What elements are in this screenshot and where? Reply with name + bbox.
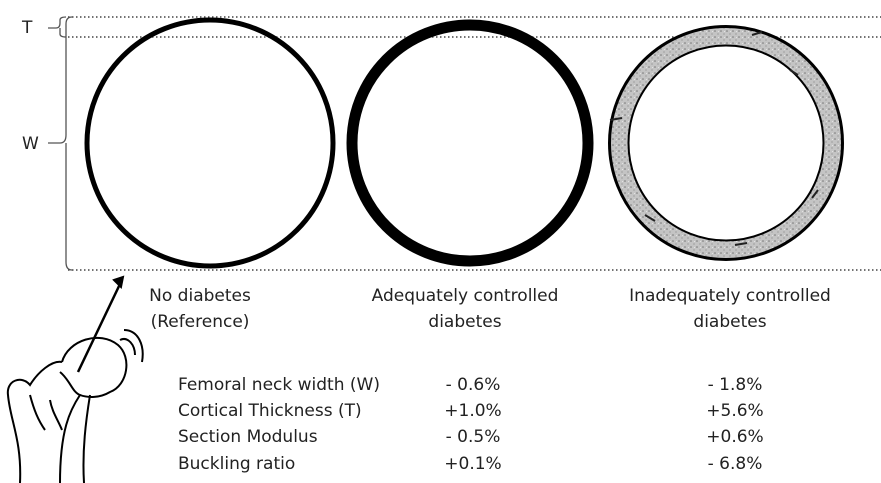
femur-sketch bbox=[6, 275, 144, 483]
table-cell: +0.6% bbox=[706, 427, 763, 447]
group-labels: No diabetes (Reference) Adequately contr… bbox=[149, 286, 831, 332]
table-cell: - 0.6% bbox=[446, 375, 501, 395]
group-label: No diabetes bbox=[149, 286, 251, 306]
table: Femoral neck width (W) - 0.6% - 1.8% Cortic… bbox=[178, 375, 764, 474]
table-cell: - 0.5% bbox=[446, 427, 501, 447]
group-label: (Reference) bbox=[151, 312, 250, 332]
table-cell: +0.1% bbox=[444, 454, 501, 474]
group-label: diabetes bbox=[428, 312, 501, 332]
thickness-label: T bbox=[21, 18, 33, 38]
row-label: Cortical Thickness (T) bbox=[178, 401, 362, 421]
row-label: Femoral neck width (W) bbox=[178, 375, 380, 395]
table-cell: +5.6% bbox=[706, 401, 763, 421]
cross-section-reference bbox=[84, 17, 336, 269]
row-label: Section Modulus bbox=[178, 427, 318, 447]
row-label: Buckling ratio bbox=[178, 454, 295, 474]
width-label: W bbox=[22, 134, 39, 154]
group-label: Inadequately controlled bbox=[629, 286, 831, 306]
table-cell: +1.0% bbox=[444, 401, 501, 421]
table-cell: - 6.8% bbox=[708, 454, 763, 474]
guides bbox=[48, 16, 881, 271]
table-cell: - 1.8% bbox=[708, 375, 763, 395]
cross-section-controlled bbox=[346, 19, 594, 267]
group-label: diabetes bbox=[693, 312, 766, 332]
cross-section-uncontrolled bbox=[608, 25, 844, 261]
group-label: Adequately controlled bbox=[372, 286, 559, 306]
